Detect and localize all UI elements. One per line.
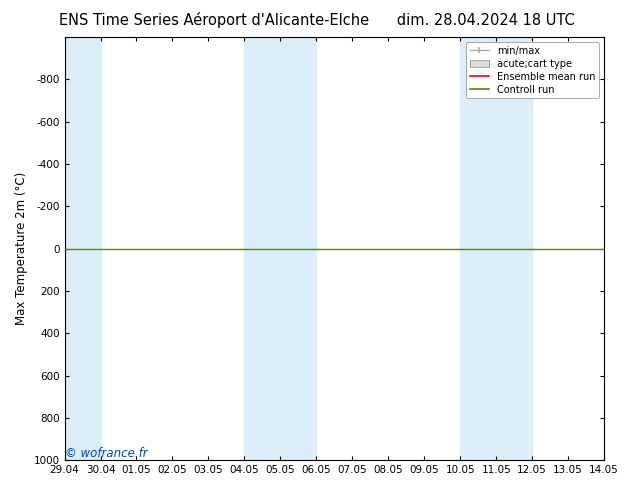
Bar [65,37,101,460]
Bar [280,37,316,460]
Bar [460,37,496,460]
Text: ENS Time Series Aéroport d'Alicante-Elche      dim. 28.04.2024 18 UTC: ENS Time Series Aéroport d'Alicante-Elch… [59,12,575,28]
Y-axis label: Max Temperature 2m (°C): Max Temperature 2m (°C) [15,172,28,325]
Text: © wofrance.fr: © wofrance.fr [65,447,148,460]
Bar [496,37,532,460]
Legend: min/max, acute;cart type, Ensemble mean run, Controll run: min/max, acute;cart type, Ensemble mean … [466,42,599,98]
Bar [244,37,280,460]
